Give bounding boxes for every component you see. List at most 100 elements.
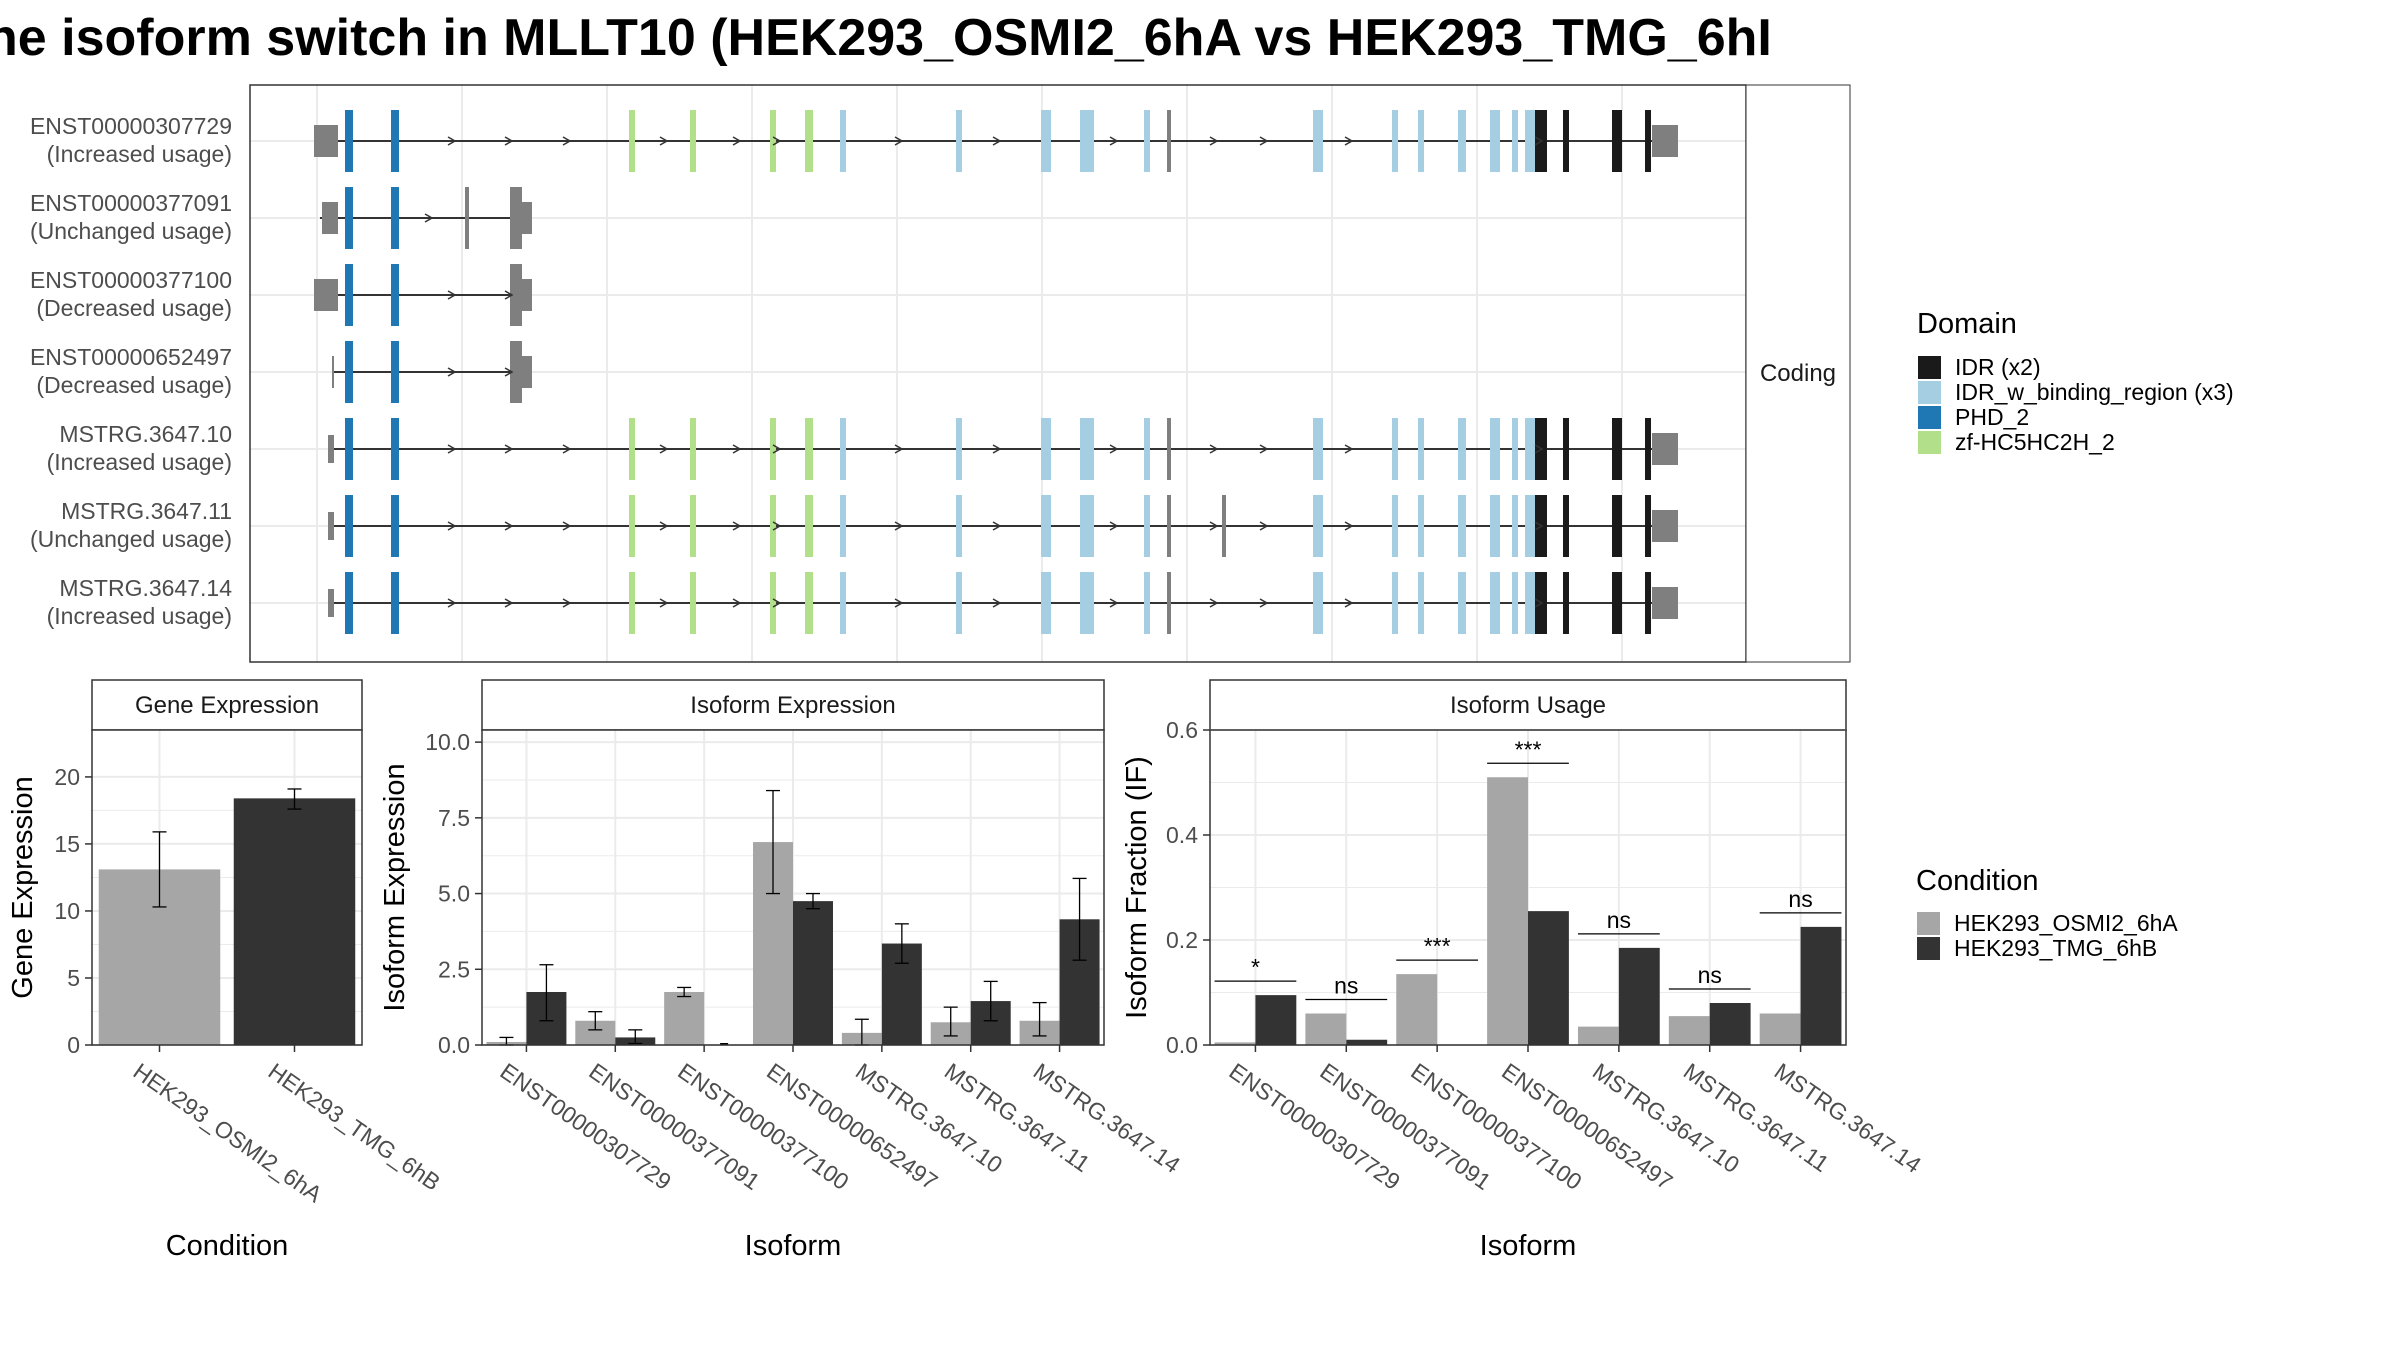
x-axis-title: Condition [166,1230,289,1262]
transcript-name: MSTRG.3647.10 [59,421,232,447]
direction-arrow [1109,136,1119,146]
y-tick-label: 0.6 [1166,717,1198,743]
direction-arrow [1344,598,1354,608]
exon-idr_binding [956,110,962,172]
bar-tmg [1800,926,1842,1045]
exon-noncoding_block [465,187,469,249]
direction-arrow [447,136,457,146]
direction-arrow [894,444,904,454]
facet-strip [481,679,1105,731]
y-tick-label: 20 [54,764,80,790]
exon-phd2 [345,418,353,480]
panel-background [250,85,1746,662]
exon-idr_binding [1041,418,1051,480]
significance-label: ns [1607,907,1631,933]
significance-label: ns [1334,973,1358,999]
utr3-block [1652,433,1678,465]
exon-idr_binding [956,572,962,634]
y-tick-label: 15 [54,831,80,857]
direction-arrow [447,290,457,300]
exon-phd2 [345,495,353,557]
bar-tmg [1528,911,1569,1045]
exon-idr_binding [1525,418,1535,480]
exon-zf [770,110,776,172]
legend-swatch-idr [1918,356,1941,379]
significance-label: ns [1788,886,1812,912]
exon-idr_binding [1041,572,1051,634]
exon-idr_binding [1525,572,1535,634]
direction-arrow [894,598,904,608]
legend-swatch-cond2 [1917,937,1940,960]
exon-idr_binding [1144,572,1150,634]
facet-strip [1209,679,1847,731]
direction-arrow [1259,444,1269,454]
y-tick-label: 2.5 [438,956,470,982]
exon-noncoding_block [1167,572,1171,634]
exon-idr_binding [1418,495,1424,557]
direction-arrow [1259,136,1269,146]
exon-zf [629,418,635,480]
facet-label: Isoform Usage [1450,692,1606,719]
y-tick-label: 0.2 [1166,927,1198,953]
exon-idr_binding [1392,495,1398,557]
exon-phd2 [345,187,353,249]
isoform-expression-chart: Isoform Expression0.02.55.07.510.0ENST00… [379,679,1185,1262]
exon-idr_binding [1392,418,1398,480]
direction-arrow [562,598,572,608]
transcript-usage: (Decreased usage) [36,372,232,398]
exon-phd2 [345,264,353,326]
y-tick-label: 10 [54,898,80,924]
transcript-name: ENST00000377100 [30,267,232,293]
transcript-usage: (Unchanged usage) [30,526,232,552]
facet-strip [91,679,363,731]
direction-arrow [772,598,782,608]
transcript-row [314,110,1678,172]
direction-arrow [732,521,742,531]
exon-idr_binding [1490,495,1500,557]
utr5-block [328,435,334,463]
plot-border [481,729,1105,1046]
direction-arrow [732,598,742,608]
bar-tmg [233,798,356,1045]
exon-idr_binding [840,110,846,172]
direction-arrow [504,444,514,454]
exon-zf [629,495,635,557]
exon-idr_binding [1490,418,1500,480]
exon-idr_binding [1080,495,1094,557]
direction-arrow [772,521,782,531]
direction-arrow [504,290,514,300]
direction-arrow [1109,598,1119,608]
exon-idr [1612,418,1622,480]
direction-arrow [504,136,514,146]
direction-arrow [1534,136,1544,146]
utr5-block [314,279,338,311]
exon-zf [690,495,696,557]
direction-arrow [1344,136,1354,146]
exon-idr [1563,418,1569,480]
direction-arrow [894,521,904,531]
condition-legend-title: Condition [1916,865,2039,897]
bar-osmi2 [1487,777,1528,1045]
direction-arrow [992,136,1002,146]
legend-label: PHD_2 [1955,404,2029,430]
bar-osmi2 [1577,1026,1619,1045]
transcript-usage: (Decreased usage) [36,295,232,321]
exon-phd2 [391,418,399,480]
exon-idr_binding [840,418,846,480]
exon-idr_binding [1458,110,1466,172]
direction-arrow [504,367,514,377]
exon-noncoding_block [1167,110,1171,172]
utr5-block [328,512,334,540]
y-tick-label: 0 [67,1032,80,1058]
significance-label: *** [1515,736,1542,762]
legend-label: HEK293_OSMI2_6hA [1954,910,2178,936]
plot-border [1209,729,1847,1046]
exon-idr_binding [1144,110,1150,172]
bar-osmi2 [1396,974,1438,1045]
direction-arrow [1259,598,1269,608]
direction-arrow [772,136,782,146]
direction-arrow [1109,444,1119,454]
exon-idr_binding [1144,418,1150,480]
utr5-block [314,125,338,157]
significance-label: ns [1698,962,1722,988]
